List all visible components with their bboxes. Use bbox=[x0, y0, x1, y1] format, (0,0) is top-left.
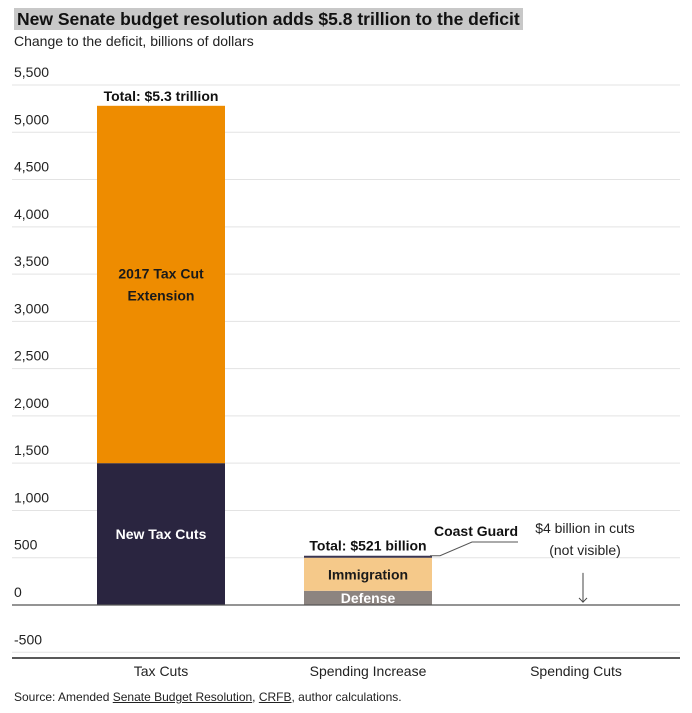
source-link-crfb[interactable]: CRFB bbox=[258, 690, 292, 704]
bar-segment-immigration[interactable] bbox=[304, 557, 432, 591]
y-tick-label-3-500: 3,500 bbox=[14, 253, 49, 269]
source-prefix: Source: Amended bbox=[14, 690, 113, 704]
y-tick-label-5-500: 5,500 bbox=[14, 64, 49, 80]
y-tick-label-4-000: 4,000 bbox=[14, 206, 49, 222]
y-tick-label-4-500: 4,500 bbox=[14, 159, 49, 175]
source-separator: , bbox=[252, 690, 259, 704]
annotation-spending-cuts-1: $4 billion in cuts bbox=[535, 520, 635, 536]
segment-label-immigration: Immigration bbox=[328, 566, 408, 582]
x-category-label-tax-cuts: Tax Cuts bbox=[134, 663, 188, 679]
callout-line-coast-guard bbox=[430, 541, 518, 557]
segment-label-2017-tax-cut-extension-1: 2017 Tax Cut bbox=[118, 265, 204, 281]
annotation-arrow-head bbox=[578, 597, 588, 603]
y-tick-label-3-000: 3,000 bbox=[14, 300, 49, 316]
chart-title: New Senate budget resolution adds $5.8 t… bbox=[14, 8, 523, 30]
segment-label-defense: Defense bbox=[341, 590, 396, 606]
source-note: Source: Amended Senate Budget Resolution… bbox=[14, 690, 402, 704]
source-link-senate-budget-resolution[interactable]: Senate Budget Resolution bbox=[112, 690, 253, 704]
y-tick-label-2-000: 2,000 bbox=[14, 395, 49, 411]
bar-total-label-tax-cuts: Total: $5.3 trillion bbox=[104, 88, 219, 104]
bar-segment-coast-guard[interactable] bbox=[304, 555, 432, 558]
bar-total-label-spending-increase: Total: $521 billion bbox=[309, 538, 426, 554]
y-tick-label-5-000: 5,000 bbox=[14, 111, 49, 127]
y-tick-label-0: 0 bbox=[14, 584, 22, 600]
chart-subtitle: Change to the deficit, billions of dolla… bbox=[14, 33, 254, 49]
bar-segment-defense[interactable] bbox=[304, 590, 432, 605]
source-suffix: , author calculations. bbox=[291, 690, 402, 704]
bar-segment-2017-tax-cut-extension[interactable] bbox=[97, 105, 225, 464]
y-tick-label-500: 500 bbox=[14, 537, 38, 553]
segment-label-2017-tax-cut-extension-2: Extension bbox=[128, 287, 195, 303]
x-category-label-spending-cuts: Spending Cuts bbox=[530, 663, 622, 679]
segment-label-new-tax-cuts: New Tax Cuts bbox=[116, 526, 207, 542]
callout-label-coast-guard: Coast Guard bbox=[434, 523, 518, 539]
bar-segment-new-tax-cuts[interactable] bbox=[97, 463, 225, 605]
x-category-label-spending-increase: Spending Increase bbox=[310, 663, 427, 679]
y-tick-label-500: -500 bbox=[14, 631, 42, 647]
y-tick-label-1-500: 1,500 bbox=[14, 442, 49, 458]
annotation-spending-cuts-2: (not visible) bbox=[549, 542, 621, 558]
y-tick-label-1-000: 1,000 bbox=[14, 489, 49, 505]
y-tick-label-2-500: 2,500 bbox=[14, 348, 49, 364]
